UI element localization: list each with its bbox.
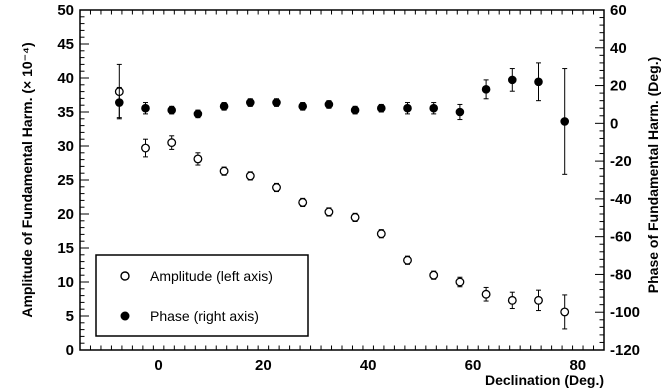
phase-point [167,105,176,115]
axis-ticks: 0 20 40 60 80 0 5 10 15 20 25 30 35 40 45 50 -120 -100 -80… [57,2,640,374]
y-right-tick-label: 0 [610,115,618,132]
y-right-tick-label: -20 [610,153,632,170]
y-left-tick-label: 40 [57,70,74,87]
phase-point [324,100,334,109]
y-right-tick-label: 40 [610,40,627,57]
amplitude-point [429,270,439,280]
y-left-tick-label: 20 [57,206,74,223]
x-tick-label: 20 [255,357,272,374]
legend: Amplitude (left axis) Phase (right axis) [95,254,309,337]
phase-point [534,77,543,87]
phase-point [403,103,412,113]
y-right-tick-label: -60 [610,229,632,246]
amplitude-point [534,295,543,305]
x-tick-label: 0 [154,357,162,374]
phase-point [455,107,465,117]
y-left-tick-label: 30 [57,138,74,155]
legend-amplitude-marker [120,271,130,281]
amplitude-point [298,197,308,207]
y-axis-right-title: Phase of Fundamental Harm. (Deg.) [645,57,661,293]
y-right-tick-label: -120 [610,342,640,359]
phase-point [429,103,439,113]
amplitude-point [455,277,465,287]
legend-box [95,254,309,337]
y-left-tick-label: 15 [57,240,74,257]
amplitude-point [350,212,360,222]
data-marks [114,62,570,330]
phase-point [246,98,255,107]
amplitude-point [167,138,177,148]
y-left-tick-label: 5 [66,308,74,325]
phase-point [560,117,570,126]
amplitude-point [376,229,386,239]
phase-point [377,103,386,113]
amplitude-point [324,207,334,217]
y-left-tick-label: 45 [57,36,74,53]
y-right-tick-label: 20 [610,78,627,95]
amplitude-point [272,183,281,192]
amplitude-point [193,154,203,164]
y-left-tick-label: 10 [57,274,74,291]
amplitude-point [507,295,517,305]
x-tick-label: 60 [465,357,482,374]
phase-point [350,105,360,115]
phase-point [298,102,308,111]
phase-point [141,103,150,113]
phase-point [272,98,281,107]
y-right-tick-label: -100 [610,304,640,321]
amplitude-point [560,307,570,317]
x-tick-label: 40 [360,357,377,374]
y-left-tick-label: 25 [57,172,74,189]
y-left-tick-label: 0 [66,342,74,359]
phase-point [219,102,229,111]
amplitude-point [245,171,255,181]
y-left-tick-label: 50 [57,2,74,19]
legend-phase-marker [120,311,130,321]
x-axis-title: Declination (Deg.) [485,372,604,388]
phase-point [481,85,491,94]
legend-phase-label: Phase (right axis) [150,308,259,324]
amplitude-point [141,143,150,153]
y-left-tick-label: 35 [57,104,74,121]
phase-series [115,62,570,175]
y-right-tick-label: 60 [610,2,627,19]
phase-point [115,98,124,107]
amplitude-point [481,289,491,299]
phase-point [193,109,203,119]
y-axis-left-title: Amplitude of Fundamental Harm. (× 10⁻⁴) [19,42,35,317]
amplitude-series [114,63,570,330]
y-right-tick-label: -80 [610,266,632,283]
amplitude-point [219,166,229,176]
amplitude-point [403,255,412,265]
phase-point [508,75,517,85]
y-right-tick-label: -40 [610,191,632,208]
legend-amplitude-label: Amplitude (left axis) [150,268,273,284]
x-tick-label: 80 [569,357,586,374]
